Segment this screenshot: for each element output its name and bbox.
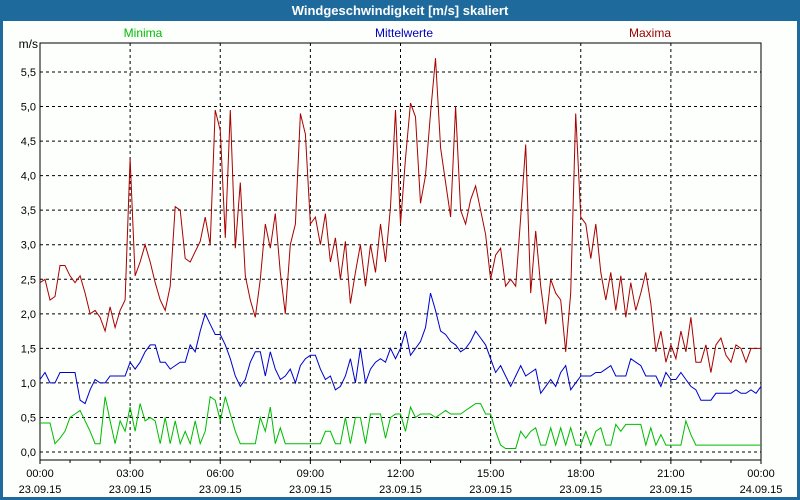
x-tick-time-label: 15:00 xyxy=(477,468,505,480)
x-tick-date-label: 23.09.15 xyxy=(649,484,692,496)
legend-mittelwerte: Mittelwerte xyxy=(374,26,434,40)
x-tick-date-label: 23.09.15 xyxy=(379,484,422,496)
y-tick-label: 3,5 xyxy=(21,205,36,217)
y-tick-label: 1,0 xyxy=(21,378,36,390)
x-tick-time-label: 00:00 xyxy=(747,468,775,480)
legend-maxima: Maxima xyxy=(628,26,672,40)
x-tick-date-label: 24.09.15 xyxy=(740,484,783,496)
series-line-minima xyxy=(40,395,761,449)
x-tick-date-label: 23.09.15 xyxy=(199,484,242,496)
x-tick-date-label: 23.09.15 xyxy=(289,484,332,496)
y-tick-label: 0,0 xyxy=(21,447,36,459)
x-tick-time-label: 00:00 xyxy=(26,468,54,480)
y-tick-label: 4,5 xyxy=(21,136,36,148)
x-tick-date-label: 23.09.15 xyxy=(109,484,152,496)
y-tick-label: 2,0 xyxy=(21,309,36,321)
y-tick-label: 5,5 xyxy=(21,67,36,79)
x-tick-time-label: 06:00 xyxy=(206,468,234,480)
x-tick-date-label: 23.09.15 xyxy=(469,484,512,496)
series-line-maxima xyxy=(39,58,761,373)
x-tick-time-label: 18:00 xyxy=(567,468,595,480)
y-tick-label: 3,0 xyxy=(21,240,36,252)
x-tick-time-label: 09:00 xyxy=(297,468,325,480)
y-tick-label: 5,0 xyxy=(21,102,36,114)
x-tick-time-label: 21:00 xyxy=(657,468,685,480)
x-tick-time-label: 03:00 xyxy=(116,468,144,480)
y-axis-unit-label: m/s xyxy=(18,37,38,51)
y-tick-label: 1,5 xyxy=(21,343,36,355)
y-tick-label: 4,0 xyxy=(21,171,36,183)
y-tick-label: 0,5 xyxy=(21,412,36,424)
x-tick-time-label: 12:00 xyxy=(387,468,415,480)
legend-minima: Minima xyxy=(123,26,163,40)
series-line-mittelwerte xyxy=(39,292,762,405)
x-tick-date-label: 23.09.15 xyxy=(559,484,602,496)
y-tick-label: 2,5 xyxy=(21,274,36,286)
x-tick-date-label: 23.09.15 xyxy=(19,484,62,496)
window-title: Windgeschwindigkeit [m/s] skaliert xyxy=(0,0,800,21)
